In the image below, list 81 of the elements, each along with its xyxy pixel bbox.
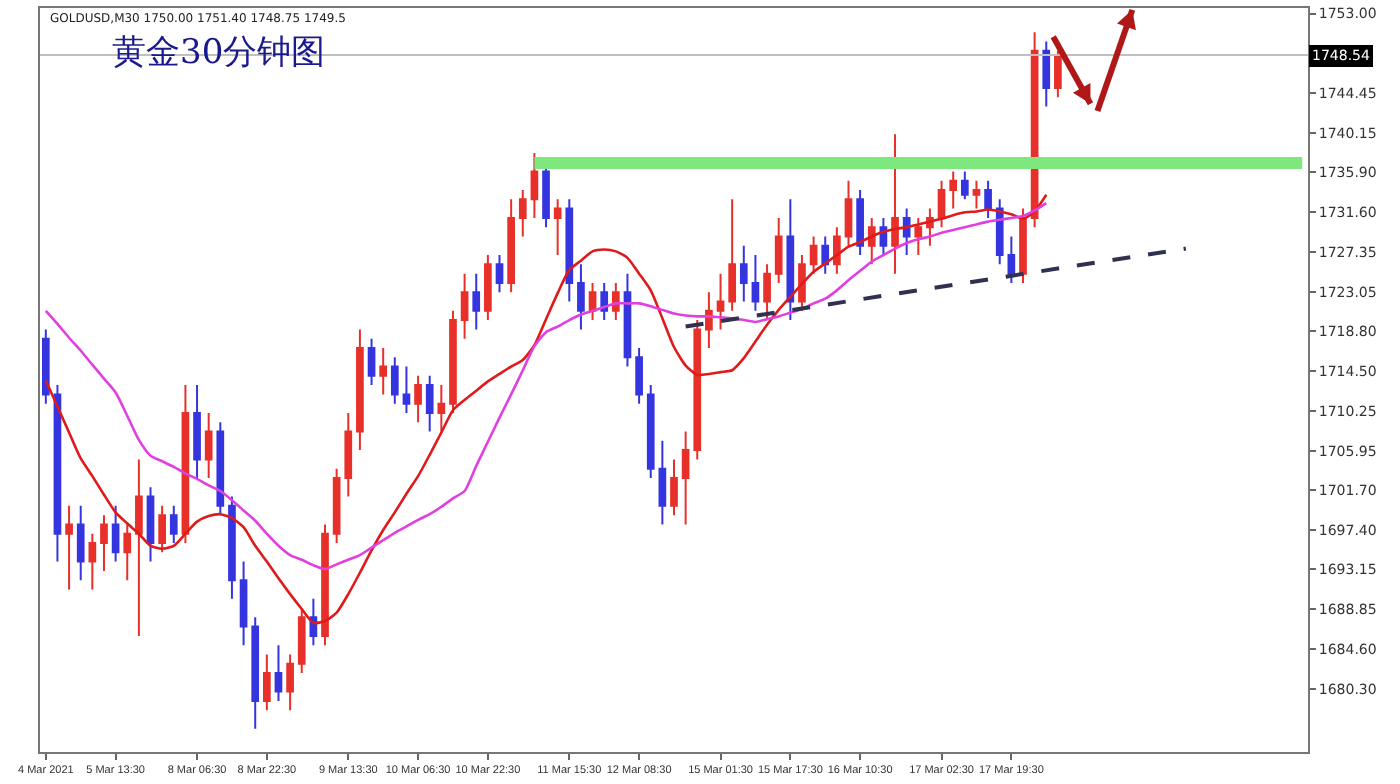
candlestick xyxy=(100,514,108,572)
candlestick xyxy=(437,384,446,433)
candlestick xyxy=(774,216,783,284)
candlestick xyxy=(565,198,574,303)
candlestick xyxy=(495,254,504,294)
candlestick xyxy=(1019,207,1027,284)
candlestick xyxy=(88,532,97,591)
candlestick xyxy=(297,607,306,675)
candlestick xyxy=(321,523,329,647)
candlestick xyxy=(763,263,771,322)
candlestick xyxy=(577,263,585,331)
candlestick xyxy=(41,328,50,405)
candlestick xyxy=(1042,40,1051,108)
candlestick xyxy=(972,179,981,210)
candlestick xyxy=(390,356,399,405)
candlestick xyxy=(856,189,864,257)
candlestick xyxy=(786,198,795,322)
candlestick xyxy=(809,235,818,275)
candlestick xyxy=(216,421,225,517)
candlestick xyxy=(798,254,806,312)
candlestick xyxy=(169,504,178,545)
candlestick xyxy=(356,328,364,452)
candlestick xyxy=(414,374,422,424)
candlestick xyxy=(111,504,120,563)
candlestick xyxy=(204,411,213,479)
candlestick xyxy=(135,458,143,637)
candlestick xyxy=(460,272,469,340)
candlestick xyxy=(553,198,562,257)
candlestick xyxy=(367,337,376,387)
candlestick xyxy=(507,198,515,294)
candlestick xyxy=(623,272,632,368)
candlestick xyxy=(123,523,132,582)
candlestick xyxy=(716,272,725,331)
candlestick xyxy=(670,458,678,517)
candlestick xyxy=(193,384,201,479)
candlestick xyxy=(739,244,748,303)
candlestick xyxy=(309,597,318,647)
candlestick xyxy=(402,365,411,414)
candlestick xyxy=(867,216,876,266)
candlestick xyxy=(251,616,260,730)
candlestick xyxy=(76,504,85,582)
candlestick xyxy=(937,179,946,229)
candlestick xyxy=(158,504,166,554)
candlestick xyxy=(821,235,830,275)
candlestick xyxy=(239,560,248,647)
candlestick xyxy=(705,291,713,349)
candlestick xyxy=(1007,235,1016,284)
candlestick xyxy=(181,384,190,545)
candlestick xyxy=(844,179,853,247)
candlestick xyxy=(425,374,434,433)
candlestick xyxy=(984,179,992,219)
candlestick xyxy=(263,653,271,712)
candlestick xyxy=(681,430,690,526)
candlestick xyxy=(228,495,236,600)
candlestick xyxy=(635,346,643,405)
candlestick xyxy=(518,189,527,238)
candlestick xyxy=(949,170,958,210)
candlestick xyxy=(751,254,760,312)
candlestick xyxy=(902,207,911,257)
candlestick xyxy=(146,486,155,563)
text: 黄金30分钟图 xyxy=(112,33,326,73)
candlestick xyxy=(65,504,73,591)
candlestick xyxy=(728,198,737,312)
candlestick xyxy=(600,281,609,322)
candlestick xyxy=(484,254,492,322)
candlestick xyxy=(1054,49,1062,99)
candlestick xyxy=(658,439,667,526)
candlestick xyxy=(891,133,899,275)
candlestick xyxy=(960,170,969,201)
candlestick xyxy=(588,281,597,322)
candlestick xyxy=(53,384,62,563)
candlestick xyxy=(646,384,655,479)
candlestick xyxy=(530,151,539,219)
candlestick xyxy=(274,644,283,702)
candlestick xyxy=(693,319,702,461)
candlestick xyxy=(472,272,481,331)
candlestick xyxy=(286,653,294,712)
candlestick xyxy=(833,226,841,275)
candlestick xyxy=(449,309,457,414)
candlestick xyxy=(914,216,923,257)
candlestick xyxy=(379,346,388,396)
